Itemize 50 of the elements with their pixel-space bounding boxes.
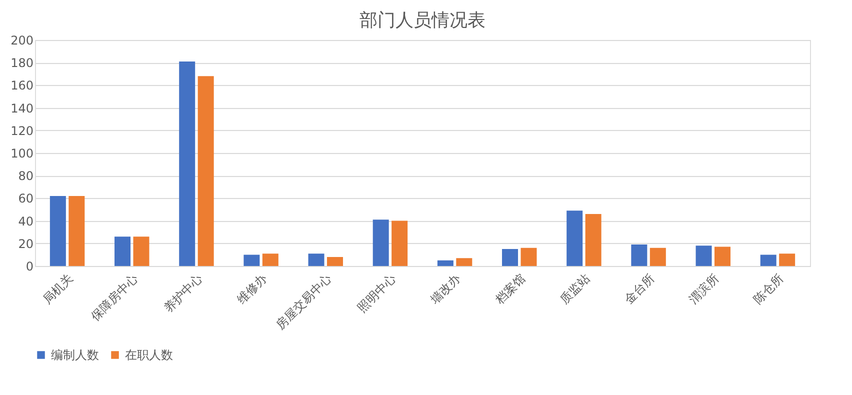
bar: [198, 76, 214, 266]
y-tick-label: 100: [10, 146, 34, 160]
x-tick-label: 局机关: [40, 271, 76, 306]
legend-label: 编制人数: [51, 348, 99, 362]
bar: [520, 248, 537, 266]
bar: [502, 249, 518, 266]
bar: [50, 196, 66, 266]
bar: [244, 254, 260, 266]
bar: [585, 214, 602, 266]
x-tick-label: 维修办: [234, 271, 270, 306]
chart-title: 部门人员情况表: [360, 10, 486, 31]
bar: [456, 258, 472, 266]
x-tick-label: 质监站: [557, 271, 592, 306]
bar: [262, 254, 278, 266]
x-tick-label: 陈仓所: [750, 271, 786, 306]
bar: [566, 210, 583, 266]
x-tick-label: 渭滨所: [686, 271, 722, 306]
y-tick-label: 20: [18, 236, 34, 251]
x-tick-label: 照明中心: [354, 271, 399, 315]
y-tick-label: 160: [10, 78, 34, 93]
bar: [760, 254, 776, 266]
bar: [114, 236, 131, 266]
x-tick-label: 墙改办: [427, 271, 464, 308]
y-tick-label: 60: [18, 192, 34, 206]
bar: [133, 236, 150, 266]
y-tick-label: 40: [18, 214, 34, 228]
bar: [179, 61, 196, 266]
x-tick-label: 房屋交易中心: [273, 271, 334, 332]
legend-label: 在职人数: [125, 348, 173, 362]
y-tick-label: 0: [26, 260, 34, 274]
bar: [779, 254, 796, 266]
x-tick-label: 档案馆: [492, 271, 528, 308]
bar: [437, 260, 454, 266]
bar: [631, 244, 648, 266]
bar: [68, 196, 85, 266]
bar: [650, 248, 666, 266]
y-tick-label: 140: [10, 101, 34, 116]
bar: [714, 246, 730, 266]
y-tick-label: 120: [10, 124, 34, 138]
x-tick-label: 金台所: [622, 271, 658, 306]
bar: [392, 220, 408, 266]
x-tick-label: 养护中心: [161, 271, 205, 315]
y-tick-label: 200: [10, 34, 34, 48]
y-tick-label: 80: [18, 169, 34, 184]
x-tick-label: 保障房中心: [88, 271, 140, 324]
bar: [372, 220, 389, 266]
y-tick-label: 180: [10, 56, 34, 70]
bar: [308, 254, 324, 266]
bar: [326, 256, 343, 266]
bar: [696, 246, 712, 266]
